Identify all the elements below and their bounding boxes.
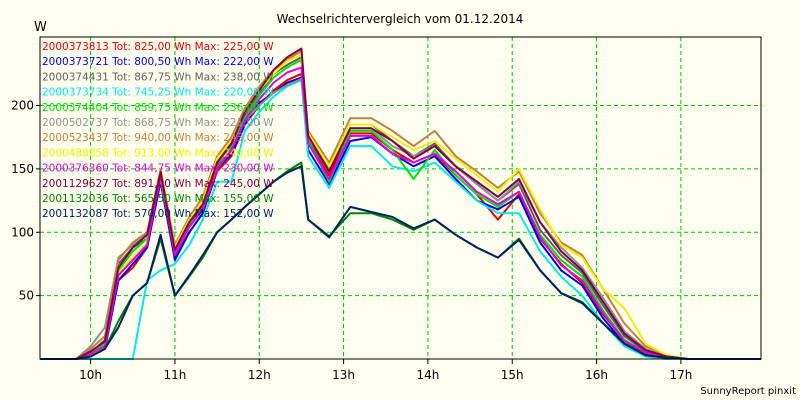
y-tick-label: 100	[11, 225, 34, 239]
legend-entry-2000373813: 2000373813 Tot: 825,00 Wh Max: 225,00 W	[42, 41, 274, 53]
legend-entry-2000376360: 2000376360 Tot: 844,75 Wh Max: 230,00 W	[42, 163, 274, 175]
legend-entry-2000373721: 2000373721 Tot: 800,50 Wh Max: 222,00 W	[42, 56, 274, 68]
legend-entry-2001129627: 2001129627 Tot: 891,00 Wh Max: 245,00 W	[42, 178, 274, 190]
y-tick-label: 200	[11, 99, 34, 113]
series-line-2001129627	[40, 47, 761, 360]
footer-credit: SunnyReport pinxit	[700, 386, 796, 397]
x-tick-label: 12h	[248, 368, 271, 382]
series-line-2001132087	[40, 165, 761, 360]
x-tick-label: 16h	[585, 368, 608, 382]
y-tick-label: 50	[19, 289, 34, 303]
series-line-2001132036	[40, 161, 761, 360]
series-line-2000373734	[40, 79, 761, 360]
legend-entry-2001132087: 2001132087 Tot: 570,00 Wh Max: 152,00 W	[42, 208, 274, 220]
y-axis: 50 100 150 200	[11, 99, 40, 303]
y-tick-label: 150	[11, 162, 34, 176]
legend: 2000373813 Tot: 825,00 Wh Max: 225,00 W 2…	[42, 41, 274, 220]
series-line-2000376360	[40, 66, 761, 360]
series-line-2000488858	[40, 53, 761, 360]
series-line-2000374431	[40, 56, 761, 360]
x-tick-label: 17h	[669, 368, 692, 382]
legend-entry-2000373734: 2000373734 Tot: 745,25 Wh Max: 220,00 W	[42, 87, 274, 99]
legend-entry-2000523437: 2000523437 Tot: 940,00 Wh Max: 243,00 W	[42, 132, 274, 144]
legend-entry-2000374404: 2000374404 Tot: 859,75 Wh Max: 236,00 W	[42, 102, 274, 114]
series-lines	[40, 47, 761, 360]
legend-entry-2000502737: 2000502737 Tot: 868,75 Wh Max: 221,00 W	[42, 117, 274, 129]
legend-entry-2000488858: 2000488858 Tot: 913,00 Wh Max: 240,00 W	[42, 147, 274, 159]
x-tick-label: 10h	[79, 368, 102, 382]
x-tick-label: 13h	[332, 368, 355, 382]
plot-frame	[39, 36, 762, 360]
legend-entry-2000374431: 2000374431 Tot: 867,75 Wh Max: 238,00 W	[42, 71, 274, 83]
chart-title: Wechselrichtervergleich vom 01.12.2014	[277, 12, 524, 26]
x-tick-label: 14h	[416, 368, 439, 382]
x-tick-label: 15h	[501, 368, 524, 382]
x-axis: 10h 11h 12h 13h 14h 15h 16h 17h	[79, 359, 692, 382]
series-line-2000373721	[40, 76, 761, 360]
x-tick-label: 11h	[163, 368, 186, 382]
y-axis-unit: W	[34, 20, 47, 35]
legend-entry-2001132036: 2001132036 Tot: 565,50 Wh Max: 155,00 W	[42, 193, 274, 205]
